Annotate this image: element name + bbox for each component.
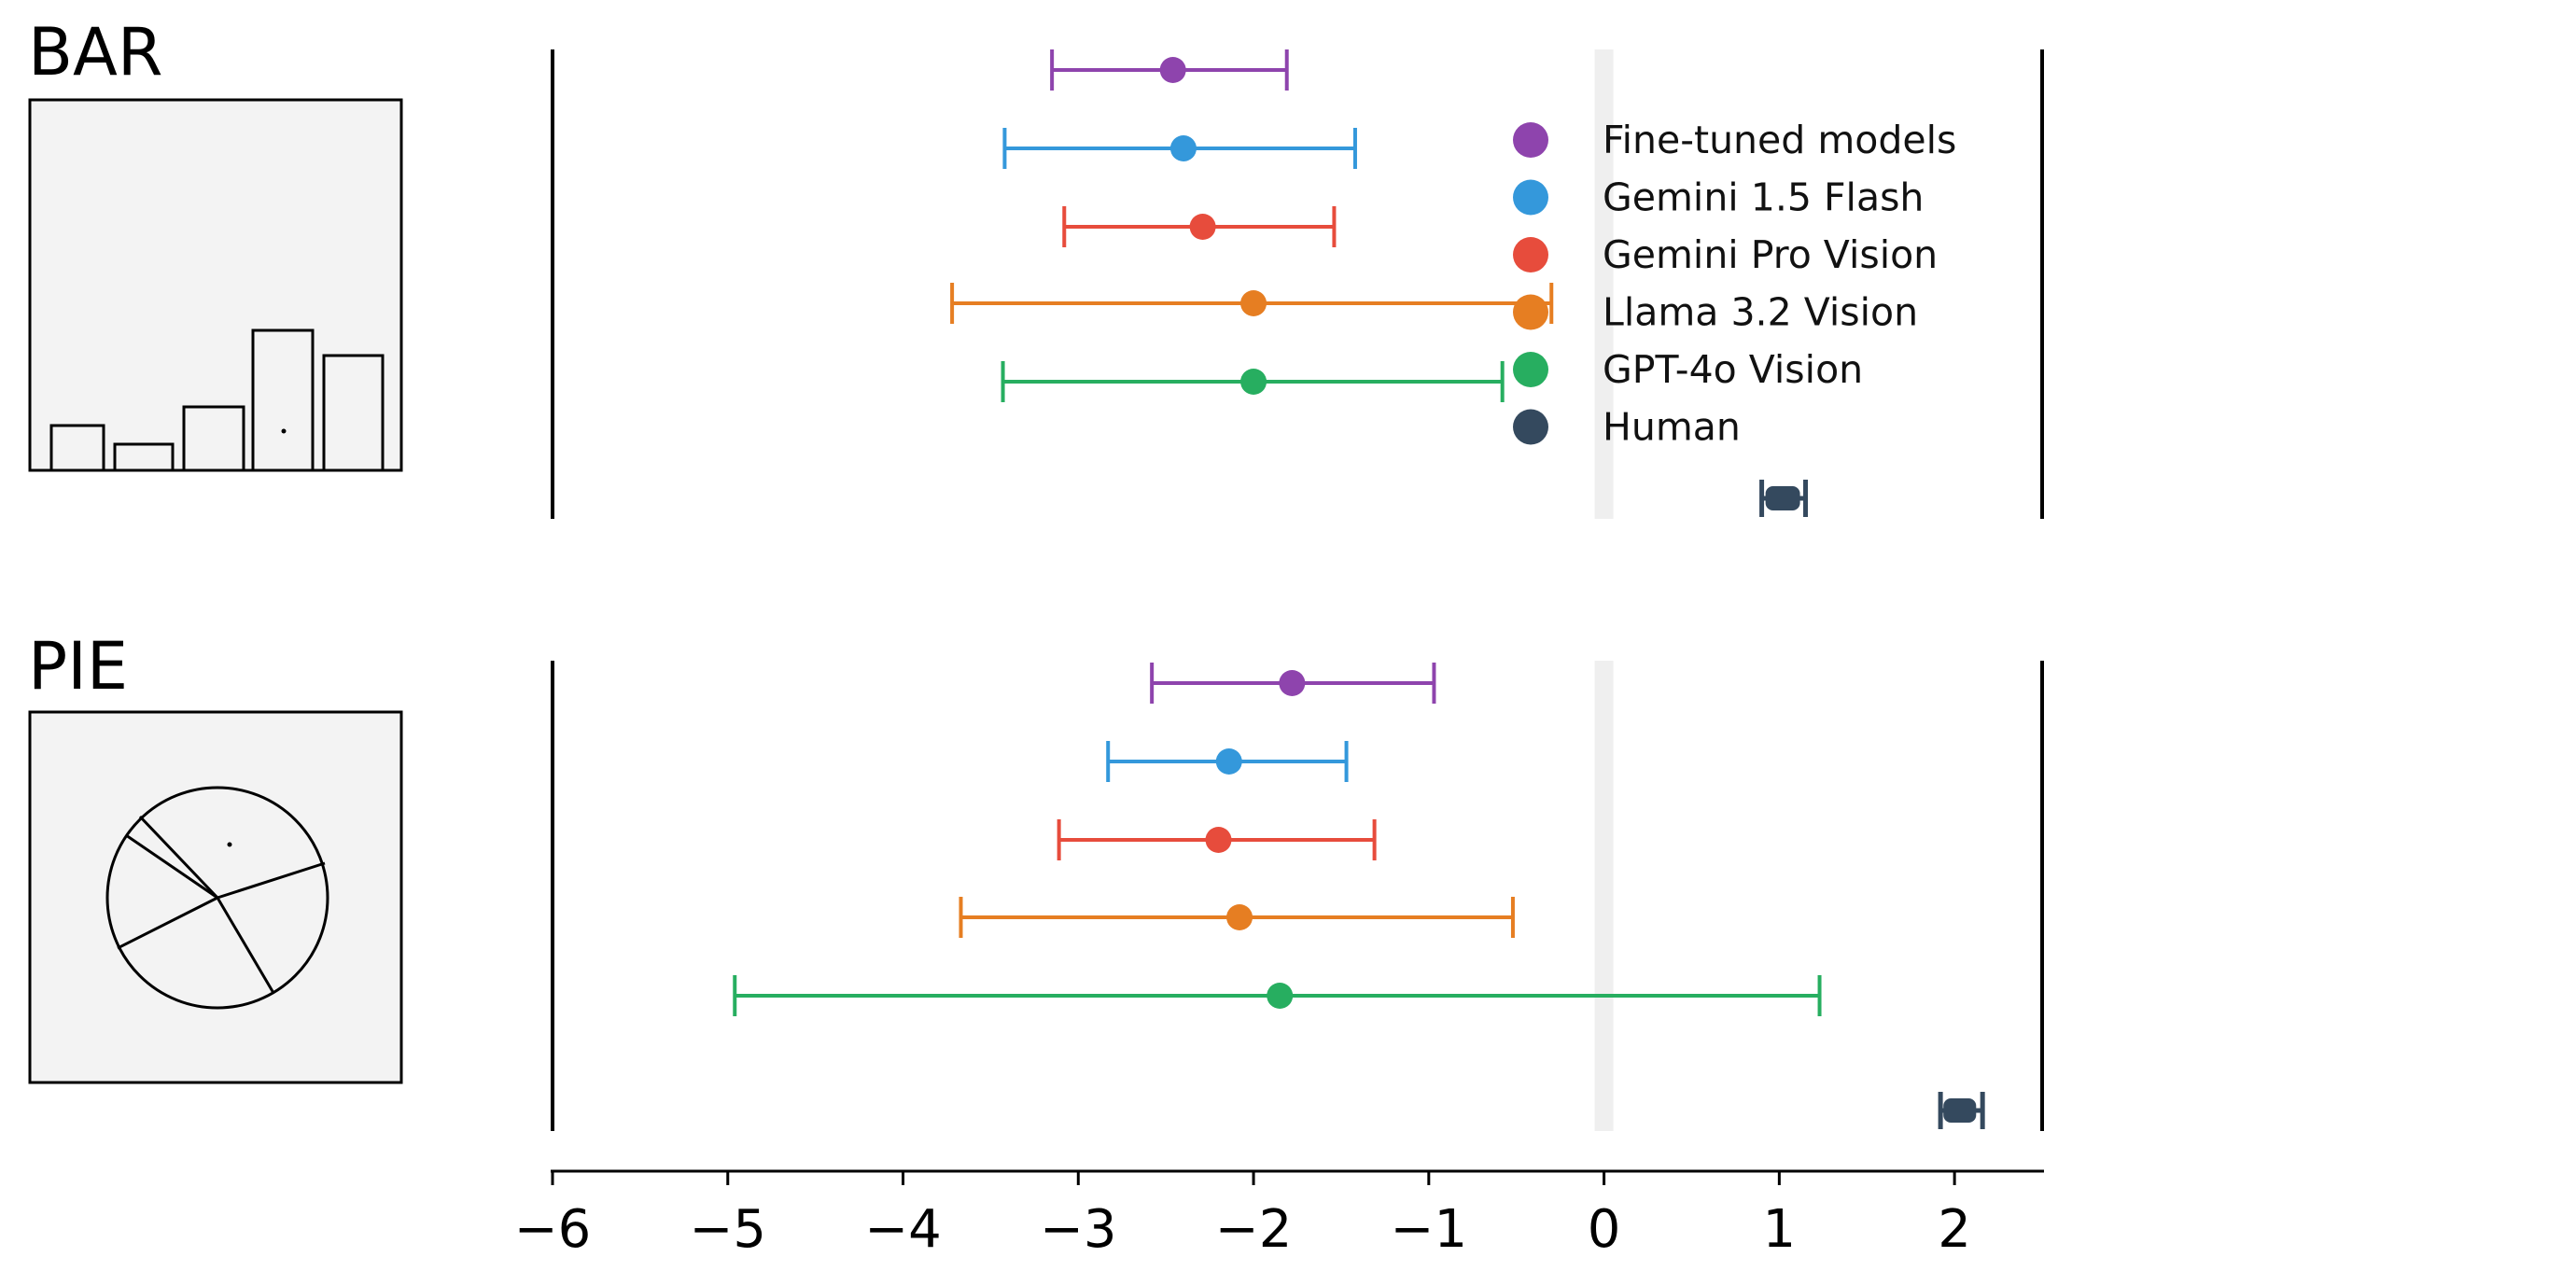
x-tick-label: 1 (1763, 1199, 1797, 1260)
error-bar-point (1106, 741, 1349, 782)
bar-chart-thumbnail (28, 98, 403, 472)
x-tick-label: −6 (514, 1199, 592, 1260)
panel-title-bar: BAR (28, 14, 163, 91)
legend-item: Gemini Pro Vision (1513, 232, 1938, 277)
panel-bar: BAR (28, 14, 2044, 519)
x-tick-label: −3 (1040, 1199, 1117, 1260)
data-point-marker (1240, 290, 1267, 316)
legend-marker (1513, 122, 1548, 158)
data-point-marker (1943, 1098, 1977, 1123)
legend-item: Fine-tuned models (1513, 118, 1956, 162)
legend-marker (1513, 237, 1548, 272)
pie-chart-thumbnail (28, 710, 403, 1084)
error-bars-pie (733, 663, 1985, 1129)
legend-marker (1513, 179, 1548, 216)
error-bar-point (1150, 663, 1436, 704)
x-tick-label: −1 (1391, 1199, 1468, 1260)
error-bar-point (1002, 128, 1357, 169)
x-ticks: −6 −5 −4 −3 −2 −1 0 1 2 (514, 1171, 1971, 1260)
legend-label: Gemini Pro Vision (1603, 232, 1938, 277)
legend-item: Human (1513, 405, 1741, 450)
legend-marker (1513, 409, 1548, 445)
legend-label: Fine-tuned models (1603, 118, 1956, 162)
legend: Fine-tuned models Gemini 1.5 Flash Gemini … (1513, 118, 1956, 450)
data-point-marker (1267, 983, 1294, 1009)
error-bar-point (1062, 206, 1337, 247)
data-point-marker (1279, 670, 1306, 696)
reference-line-zero (1594, 661, 1614, 1131)
x-axis: −6 −5 −4 −3 −2 −1 0 1 2 (514, 1169, 2044, 1260)
x-tick-label: 2 (1938, 1199, 1971, 1260)
x-tick-label: 0 (1588, 1199, 1621, 1260)
reference-line-zero (1594, 49, 1614, 519)
legend-item: Gemini 1.5 Flash (1513, 175, 1924, 220)
data-point-marker (1765, 486, 1800, 510)
legend-item: GPT-4o Vision (1513, 347, 1863, 392)
legend-item: Llama 3.2 Vision (1513, 290, 1918, 335)
error-bar-point (950, 283, 1554, 324)
data-point-marker (1240, 369, 1267, 395)
data-point-marker (1226, 904, 1253, 930)
error-bar-point (1050, 49, 1289, 91)
legend-label: Gemini 1.5 Flash (1603, 175, 1924, 220)
error-bar-point (1001, 361, 1505, 402)
legend-label: Llama 3.2 Vision (1603, 290, 1918, 335)
error-bar-point (1938, 1092, 1985, 1129)
legend-marker (1513, 294, 1548, 330)
error-bar-point (1759, 480, 1809, 517)
legend-label: GPT-4o Vision (1603, 347, 1863, 392)
data-point-marker (1169, 135, 1197, 161)
panel-title-pie: PIE (28, 628, 128, 705)
error-bar-point (959, 897, 1515, 938)
legend-label: Human (1603, 405, 1741, 450)
error-bar-point (733, 975, 1822, 1016)
x-tick-label: −2 (1215, 1199, 1293, 1260)
data-point-marker (1215, 748, 1242, 775)
data-point-marker (1205, 827, 1232, 853)
panel-pie: PIE (28, 628, 2044, 1131)
data-point-marker (1159, 57, 1186, 83)
error-bars-bar (950, 49, 1809, 517)
data-point-marker (1189, 214, 1216, 240)
x-tick-label: −4 (864, 1199, 942, 1260)
error-bar-point (1057, 819, 1377, 860)
legend-marker (1513, 352, 1548, 387)
x-tick-label: −5 (689, 1199, 766, 1260)
